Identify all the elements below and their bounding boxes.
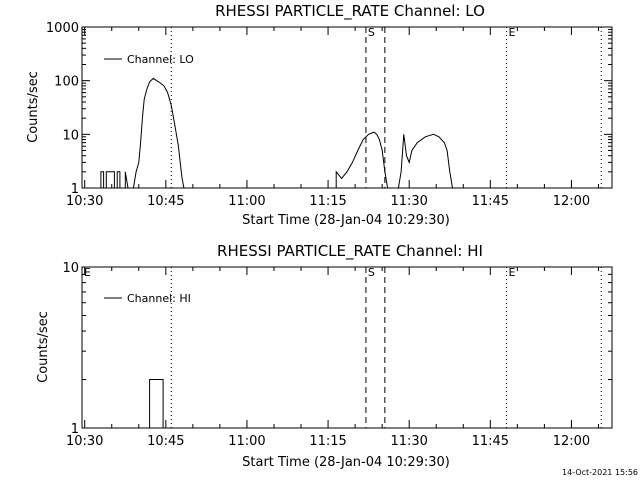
hi-x-tick-label: 10:45	[147, 434, 184, 449]
lo-y-axis-label: Counts/sec	[26, 71, 41, 143]
hi-x-tick-label: 12:00	[553, 434, 590, 449]
lo-legend-label: Channel: LO	[127, 53, 194, 66]
hi-marker-label: E	[509, 266, 516, 279]
lo-y-tick-label: 10	[62, 128, 79, 143]
lo-marker-label: E	[509, 26, 516, 39]
lo-y-tick-label: 1	[71, 182, 79, 197]
hi-y-tick-label: 10	[62, 261, 79, 276]
hi-legend-label: Channel: HI	[127, 292, 191, 305]
hi-x-tick-label: 10:30	[66, 434, 103, 449]
lo-x-tick-label: 11:15	[309, 194, 346, 209]
hi-x-axis-label: Start Time (28-Jan-04 10:29:30)	[242, 455, 450, 470]
lo-x-axis-label: Start Time (28-Jan-04 10:29:30)	[242, 213, 450, 228]
hi-x-tick-label: 11:00	[228, 434, 265, 449]
lo-x-tick-label: 12:00	[553, 194, 590, 209]
hi-series-line	[149, 379, 164, 428]
hi-chart-title: RHESSI PARTICLE_RATE Channel: HI	[217, 242, 483, 261]
lo-x-tick-label: 11:30	[390, 194, 427, 209]
hi-channel-panel: RHESSI PARTICLE_RATE Channel: HI Start T…	[36, 242, 613, 470]
hi-x-tick-label: 11:45	[472, 434, 509, 449]
hi-marker-label: E	[84, 266, 91, 279]
hi-legend: Channel: HI	[104, 292, 191, 305]
lo-series-line	[84, 77, 453, 189]
hi-y-tick-label: 1	[71, 422, 79, 437]
generation-timestamp: 14-Oct-2021 15:56	[562, 468, 638, 477]
lo-x-tick-label: 10:30	[66, 194, 103, 209]
hi-y-axis-label: Counts/sec	[36, 311, 51, 383]
lo-y-tick-label: 100	[54, 75, 79, 90]
lo-plot-frame	[81, 26, 613, 189]
hi-x-tick-label: 11:15	[309, 434, 346, 449]
lo-y-tick-label: 1000	[46, 21, 79, 36]
lo-x-tick-label: 10:45	[147, 194, 184, 209]
lo-x-tick-label: 11:00	[228, 194, 265, 209]
lo-legend: Channel: LO	[104, 53, 194, 66]
lo-channel-panel: RHESSI PARTICLE_RATE Channel: LO Start T…	[26, 2, 613, 228]
hi-plot-frame	[81, 266, 613, 429]
hi-x-tick-label: 11:30	[390, 434, 427, 449]
lo-x-tick-label: 11:45	[472, 194, 509, 209]
lo-marker-label: S	[368, 26, 375, 39]
lo-chart-title: RHESSI PARTICLE_RATE Channel: LO	[215, 2, 485, 21]
hi-marker-label: S	[368, 266, 375, 279]
